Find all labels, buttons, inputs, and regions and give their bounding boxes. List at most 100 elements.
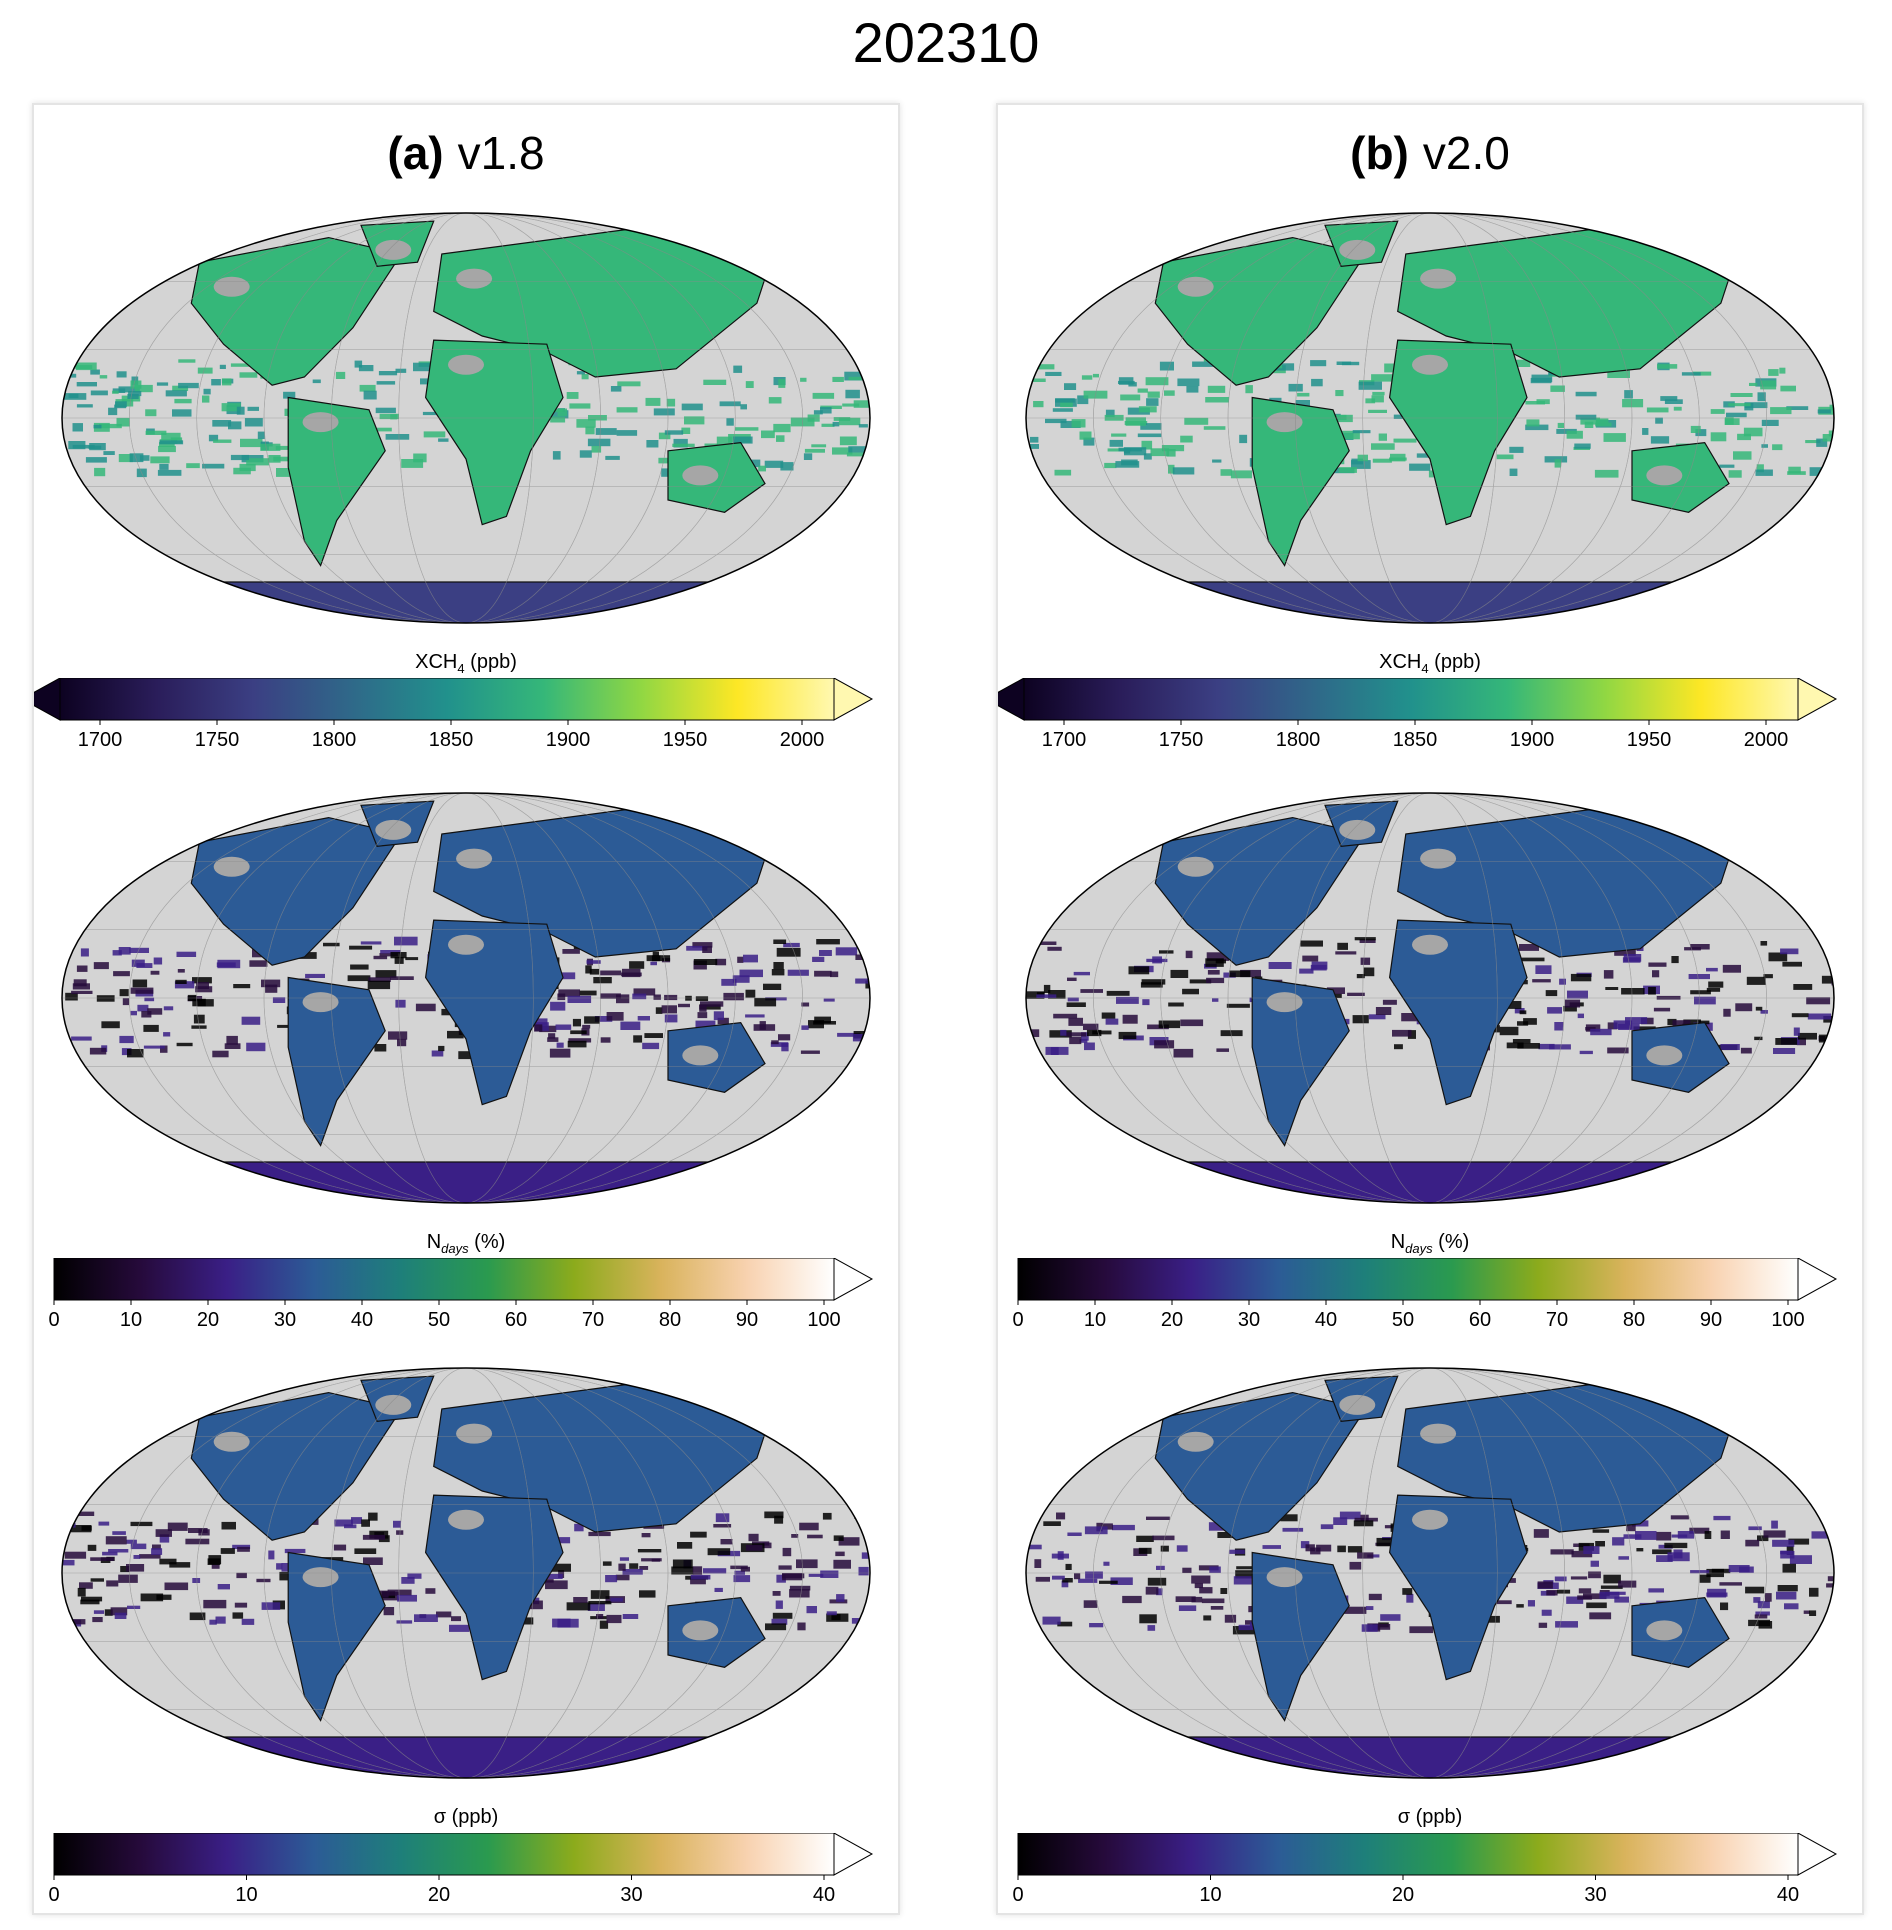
colorbar-label-main: N xyxy=(1390,1231,1406,1253)
missing-land-patch xyxy=(1121,1176,1158,1197)
colorbar-tick-label: 80 xyxy=(659,1309,681,1328)
colorbar-label-xch4: XCH4 (ppb) xyxy=(998,650,1862,681)
graticule xyxy=(1026,1368,1834,1778)
colorbar-ndays-b: 0 10 20 30 40 50 60 70 80 90 100 xyxy=(1012,1258,1838,1328)
panel-a-version: v1.8 xyxy=(457,127,545,179)
missing-land-patch xyxy=(456,848,493,869)
missing-land-patch xyxy=(456,268,493,289)
colorbar-tick-label: 40 xyxy=(1777,1884,1799,1903)
missing-land-patch xyxy=(157,1176,194,1197)
colorbar-tick-label: 0 xyxy=(1012,1309,1023,1328)
colorbar-tick-label: 90 xyxy=(1700,1309,1722,1328)
missing-land-patch xyxy=(302,412,339,433)
colorbar-tick-label: 1700 xyxy=(1042,729,1087,748)
colorbar-extend-max xyxy=(833,678,874,721)
continent-south-america xyxy=(287,396,386,567)
missing-land-patch xyxy=(1412,354,1448,375)
missing-land-patch xyxy=(1266,1567,1303,1588)
missing-land-patch xyxy=(448,934,484,955)
continent-antarctica xyxy=(1040,581,1820,623)
colorbar-tick-label: 1950 xyxy=(663,729,708,748)
colorbar-ndays-a: 0 10 20 30 40 50 60 70 80 90 100 xyxy=(48,1258,874,1328)
graticule xyxy=(1026,793,1834,1203)
colorbar-extend-max xyxy=(1797,1258,1838,1301)
map-outline xyxy=(1025,792,1835,1204)
continent-antarctica xyxy=(76,1736,856,1778)
colorbar-tick-label: 1750 xyxy=(1159,729,1204,748)
colorbar-gradient xyxy=(1017,1258,1799,1301)
missing-land-patch xyxy=(1339,239,1376,260)
colorbar-tick-label: 20 xyxy=(1392,1884,1414,1903)
colorbar-gradient xyxy=(53,1833,835,1876)
colorbar-gradient xyxy=(59,678,835,721)
colorbar-label-sub: 4 xyxy=(1421,661,1429,676)
missing-land-patch xyxy=(1121,1751,1158,1772)
colorbar-tick-label: 60 xyxy=(505,1309,527,1328)
continent-north-america xyxy=(1154,1391,1367,1541)
colorbar-extend-max xyxy=(1797,1833,1838,1876)
missing-land-patch xyxy=(1412,1509,1448,1530)
colorbar-tick-label: 90 xyxy=(736,1309,758,1328)
colorbar-label-unit: (ppb) xyxy=(1428,651,1481,673)
graticule xyxy=(62,793,870,1203)
continent-south-america xyxy=(1251,396,1350,567)
missing-land-patch xyxy=(213,856,250,877)
colorbar-tick-label: 10 xyxy=(1084,1309,1106,1328)
colorbar-tick-label: 50 xyxy=(428,1309,450,1328)
colorbar-label-unit: (%) xyxy=(1432,1231,1470,1253)
colorbar-tick-label: 40 xyxy=(1315,1309,1337,1328)
missing-land-patch xyxy=(1420,268,1457,289)
colorbar-xch4-a: 1700 1750 1800 1850 1900 1950 2000 xyxy=(34,678,874,748)
missing-land-patch xyxy=(1420,848,1457,869)
colorbar-sigma-b: 0 10 20 30 40 xyxy=(1012,1833,1838,1903)
missing-land-patch xyxy=(682,465,719,486)
colorbar-label-unit: (ppb) xyxy=(1410,1806,1463,1828)
missing-land-patch xyxy=(1177,276,1214,297)
colorbar-tick-label: 30 xyxy=(1238,1309,1260,1328)
continent-antarctica xyxy=(76,581,856,623)
colorbar-label-sigma: σ (ppb) xyxy=(998,1805,1862,1829)
continent-antarctica xyxy=(1040,1161,1820,1203)
map-ndays-b xyxy=(1025,792,1835,1204)
colorbar-tick-label: 0 xyxy=(48,1309,59,1328)
missing-land-patch xyxy=(1177,856,1214,877)
colorbar-sigma-a: 0 10 20 30 40 xyxy=(48,1833,874,1903)
colorbar-xch4-b: 1700 1750 1800 1850 1900 1950 2000 xyxy=(998,678,1838,748)
colorbar-tick-label: 1800 xyxy=(312,729,357,748)
missing-land-patch xyxy=(1339,819,1376,840)
colorbar-tick-label: 40 xyxy=(813,1884,835,1903)
missing-land-patch xyxy=(375,1394,412,1415)
colorbar-label-main: XCH xyxy=(415,651,458,673)
panel-b: (b) v2.0 XCH4 (ppb) 1700 1750 1800 1850 1900 19… xyxy=(996,103,1864,1915)
map-outline xyxy=(1025,1367,1835,1779)
panel-a: (a) v1.8 XCH4 (ppb) 1700 1750 1800 1850 1900 19… xyxy=(32,103,900,1915)
colorbar-label-sub: 4 xyxy=(457,661,465,676)
colorbar-tick-label: 30 xyxy=(274,1309,296,1328)
colorbar-tick-label: 1850 xyxy=(1393,729,1438,748)
panel-a-title: (a) v1.8 xyxy=(34,123,898,183)
map-xch4-b xyxy=(1025,212,1835,624)
colorbar-label-unit: (ppb) xyxy=(464,651,517,673)
colorbar-tick-label: 30 xyxy=(620,1884,642,1903)
colorbar-extend-max xyxy=(1797,678,1838,721)
colorbar-extend-max xyxy=(833,1258,874,1301)
missing-land-patch xyxy=(448,354,484,375)
missing-land-patch xyxy=(213,1431,250,1452)
colorbar-tick-label: 30 xyxy=(1584,1884,1606,1903)
colorbar-label-main: XCH xyxy=(1379,651,1422,673)
missing-land-patch xyxy=(682,1620,719,1641)
missing-land-patch xyxy=(1646,465,1683,486)
missing-land-patch xyxy=(157,1751,194,1772)
continent-south-america xyxy=(1251,976,1350,1147)
colorbar-tick-label: 60 xyxy=(1469,1309,1491,1328)
continent-north-america xyxy=(1154,236,1367,386)
colorbar-tick-label: 100 xyxy=(1771,1309,1804,1328)
colorbar-label-unit: (%) xyxy=(468,1231,506,1253)
colorbar-label-main: σ xyxy=(433,1806,447,1828)
map-outline xyxy=(61,1367,871,1779)
colorbar-tick-label: 70 xyxy=(1546,1309,1568,1328)
colorbar-label-sub: days xyxy=(441,1241,469,1256)
missing-land-patch xyxy=(1339,1394,1376,1415)
missing-land-patch xyxy=(302,992,339,1013)
panel-a-letter: (a) xyxy=(387,127,444,179)
